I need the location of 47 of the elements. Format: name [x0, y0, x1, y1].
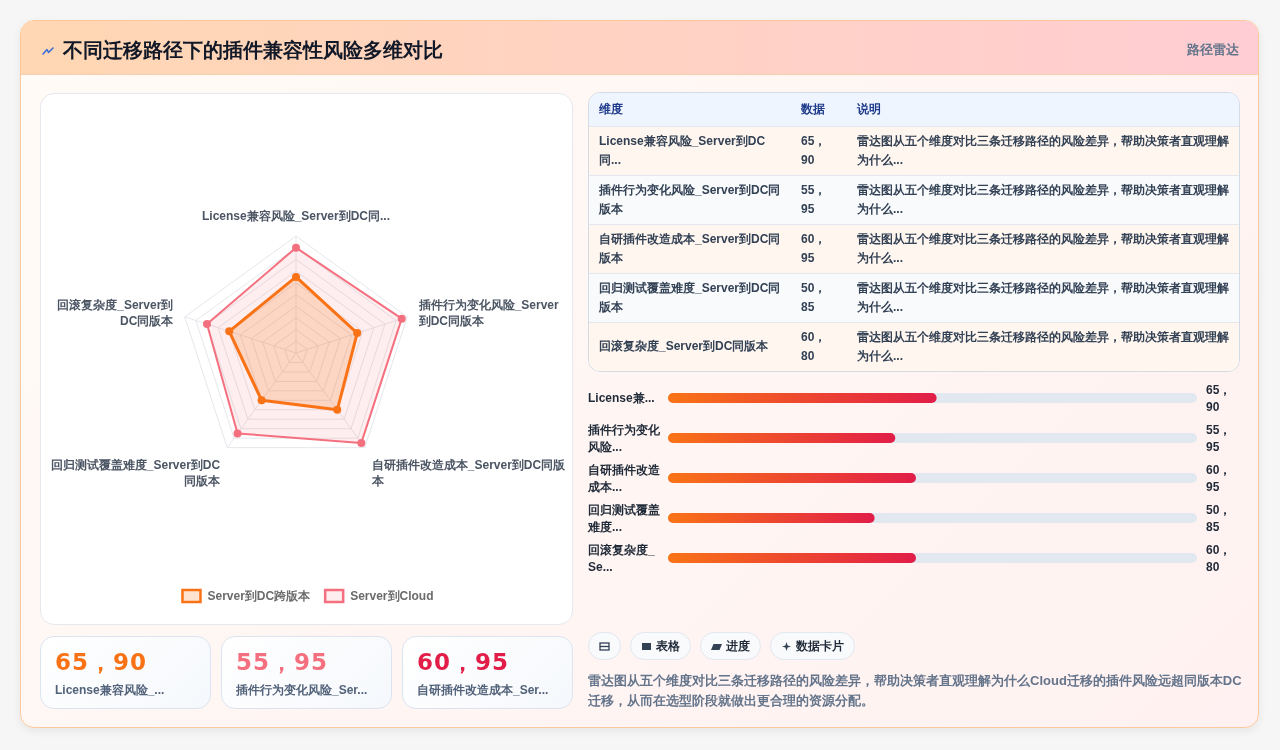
- text: 雷达图从五个维度对比三条迁移路径的风险差异，帮助决策者直观理解为什么Cloud迁移的插件风险远超同版本DC迁移，从而在选型阶段就做出更合理的资源分配。: [588, 672, 1243, 710]
- text: 路径雷达: [1187, 41, 1239, 59]
- text: 维度: [598, 100, 624, 118]
- text: 55，95: [800, 181, 828, 218]
- y-tick-label: 插件行为变化风险...: [587, 422, 661, 454]
- y-tick-label: 回归测试覆盖难度...: [587, 502, 660, 534]
- category-label: 自研插件改造成本_Ser...: [417, 682, 549, 699]
- legend-label: Server到Cloud: [350, 589, 434, 603]
- category-label: 回滚复杂度_Server到DC同版本: [598, 338, 770, 356]
- y-tick-label: License兼...: [588, 391, 655, 405]
- category-label: 插件行为变化风险_Server到DC同版本: [598, 181, 782, 218]
- spoke-label: 回归测试覆盖难度_Server到DC同版本: [50, 458, 222, 489]
- text: 60，95: [800, 230, 828, 267]
- y-tick-label: 自研插件改造成本...: [587, 462, 661, 494]
- text: 65，90: [55, 648, 148, 677]
- category-label: 回归测试覆盖难度_Server到DC同版本: [598, 279, 782, 316]
- category-label: 表格: [656, 638, 680, 654]
- text: 雷达图从五个维度对比三条迁移路径的风险差异，帮助决策者直观理解为什么...: [856, 279, 1230, 316]
- text: 雷达图从五个维度对比三条迁移路径的风险差异，帮助决策者直观理解为什么...: [856, 132, 1230, 169]
- category-label: License兼容风险_...: [55, 682, 165, 699]
- category-label: License兼容风险_Server到DC同...: [598, 132, 767, 169]
- data-label: 65，90: [1206, 382, 1232, 414]
- text: 55，95: [236, 648, 329, 677]
- text: 说明: [856, 100, 882, 118]
- category-label: 数据卡片: [796, 638, 844, 654]
- spoke-label: 插件行为变化风险_Server到DC同版本: [417, 298, 560, 329]
- text: 60，95: [417, 648, 510, 677]
- text: 雷达图从五个维度对比三条迁移路径的风险差异，帮助决策者直观理解为什么...: [856, 328, 1230, 365]
- category-label: 进度: [726, 638, 750, 654]
- chart-title: 不同迁移路径下的插件兼容性风险多维对比: [63, 38, 443, 63]
- spoke-label: License兼容风险_Server到DC同...: [201, 209, 391, 223]
- spoke-label: 回滚复杂度_Server到DC同版本: [57, 298, 175, 329]
- text: 数据: [800, 100, 826, 118]
- text: 65，90: [800, 132, 828, 169]
- category-label: 自研插件改造成本_Server到DC同版本: [598, 230, 782, 267]
- text: 雷达图从五个维度对比三条迁移路径的风险差异，帮助决策者直观理解为什么...: [856, 230, 1230, 267]
- spoke-label: 自研插件改造成本_Server到DC同版本: [370, 458, 567, 489]
- legend-label: Server到DC跨版本: [207, 589, 312, 603]
- data-label: 55，95: [1206, 422, 1232, 454]
- category-label: 插件行为变化风险_Ser...: [236, 682, 368, 699]
- y-tick-label: 回滚复杂度_Se...: [588, 542, 655, 574]
- data-label: 60，80: [1206, 542, 1232, 574]
- data-label: 60，95: [1206, 462, 1232, 494]
- text: 60，80: [800, 328, 828, 365]
- text: 50，85: [800, 279, 828, 316]
- text: 雷达图从五个维度对比三条迁移路径的风险差异，帮助决策者直观理解为什么...: [856, 181, 1230, 218]
- data-label: 50，85: [1206, 502, 1232, 534]
